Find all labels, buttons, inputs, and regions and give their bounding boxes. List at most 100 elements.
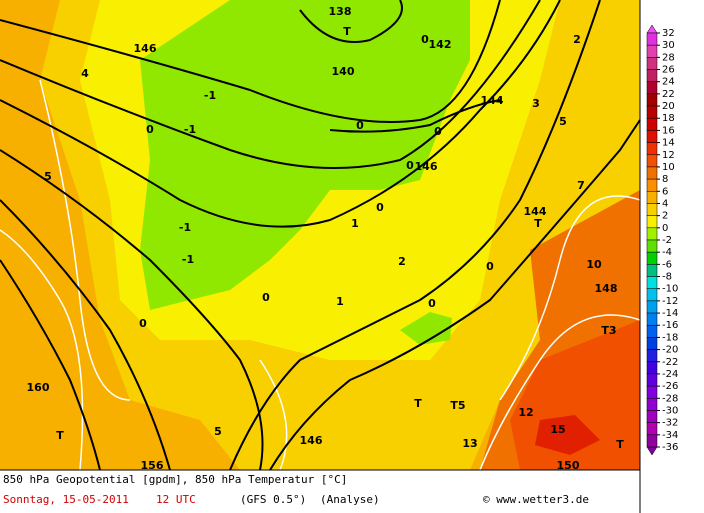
colorbar-label: 6 — [662, 186, 668, 197]
colorbar-box — [646, 191, 658, 204]
colorbar-box — [646, 117, 658, 131]
footer-model: (GFS 0.5°) — [240, 493, 306, 506]
contour-label: 15 — [550, 423, 565, 436]
colorbar-box — [646, 385, 658, 399]
colorbar-label: 32 — [662, 28, 675, 39]
colorbar-label: -32 — [662, 418, 678, 429]
colorbar-label: 10 — [662, 162, 675, 173]
contour-label: 0 — [434, 125, 442, 138]
colorbar-label: 12 — [662, 150, 675, 161]
colorbar-box — [646, 227, 658, 241]
colorbar-box — [646, 276, 658, 289]
contour-label: 160 — [27, 381, 50, 394]
colorbar-box — [646, 373, 658, 387]
contour-label: 1 — [336, 295, 344, 308]
colorbar-label: -20 — [662, 345, 678, 356]
colorbar-label: -30 — [662, 405, 678, 416]
contour-label: 3 — [532, 97, 540, 110]
colorbar-label: 30 — [662, 40, 675, 51]
contour-label: 0 — [376, 201, 384, 214]
contour-label: 2 — [573, 33, 581, 46]
colorbar-label: 20 — [662, 101, 675, 112]
colorbar-box — [646, 288, 658, 302]
contour-label: 12 — [518, 406, 533, 419]
contour-label: 5 — [44, 170, 52, 183]
contour-label: 2 — [398, 255, 406, 268]
colorbar-label: -26 — [662, 381, 678, 392]
colorbar-box — [646, 81, 658, 95]
colorbar-label: -28 — [662, 393, 678, 404]
footer-date: Sonntag, 15-05-2011 — [3, 493, 129, 506]
colorbar-box — [646, 422, 658, 436]
geopotential-contours — [0, 0, 641, 471]
contour-label: 156 — [141, 459, 164, 472]
colorbar-box — [646, 349, 658, 363]
colorbar-label: -6 — [662, 259, 672, 270]
contour-label: -1 — [204, 89, 216, 102]
colorbar-box — [646, 251, 658, 265]
contour-label: T5 — [450, 399, 465, 412]
contour-label: 5 — [559, 115, 567, 128]
colorbar-box — [646, 142, 658, 156]
colorbar-label: 24 — [662, 77, 675, 88]
contour-label: 0 — [428, 297, 436, 310]
contour-label: 144 — [481, 94, 504, 107]
colorbar-label: -2 — [662, 235, 672, 246]
colorbar-box — [646, 264, 658, 277]
colorbar-label: 16 — [662, 125, 675, 136]
contour-label: 142 — [429, 38, 452, 51]
colorbar: 32302826242220181614121086420-2-4-6-8-10… — [646, 24, 678, 456]
contour-label: 0 — [406, 159, 414, 172]
colorbar-box — [646, 203, 658, 216]
colorbar-label: -4 — [662, 247, 672, 258]
map — [0, 0, 641, 471]
contour-label: 0 — [139, 317, 147, 330]
colorbar-box — [646, 398, 658, 411]
colorbar-box — [646, 361, 658, 375]
footer-run: (Analyse) — [320, 493, 380, 506]
colorbar-label: -34 — [662, 430, 678, 441]
temp-field — [140, 0, 470, 310]
contour-label: 146 — [415, 160, 438, 173]
temp-field — [400, 312, 452, 345]
contour-label: T — [616, 438, 624, 451]
colorbar-box — [646, 57, 658, 70]
colorbar-box — [646, 434, 658, 448]
contour-label: 146 — [134, 42, 157, 55]
colorbar-label: -8 — [662, 272, 672, 283]
contour-label: 144 — [524, 205, 547, 218]
colorbar-label: 4 — [662, 198, 668, 209]
colorbar-label: 14 — [662, 138, 675, 149]
contour-label: 13 — [462, 437, 477, 450]
colorbar-label: -36 — [662, 442, 678, 453]
colorbar-box — [646, 178, 658, 192]
contour-label: 0 — [421, 33, 429, 46]
colorbar-label: 8 — [662, 174, 668, 185]
colorbar-label: -18 — [662, 332, 678, 343]
colorbar-box — [646, 93, 658, 107]
colorbar-label: -12 — [662, 296, 678, 307]
contour-label: 138 — [329, 5, 352, 18]
contour-label: T — [534, 217, 542, 230]
contour-label: 4 — [81, 67, 89, 80]
contour-label: 5 — [214, 425, 222, 438]
contour-label: 150 — [557, 459, 580, 472]
colorbar-box — [646, 69, 658, 82]
contour-label: 0 — [146, 123, 154, 136]
contour-label: 0 — [262, 291, 270, 304]
colorbar-box — [646, 410, 658, 423]
contour-label: T3 — [601, 324, 616, 337]
colorbar-box — [646, 300, 658, 314]
contour-label: 140 — [332, 65, 355, 78]
contour-label: 0 — [356, 119, 364, 132]
colorbar-label: 0 — [662, 223, 668, 234]
contour-label: 1 — [351, 217, 359, 230]
contour-label: 7 — [577, 179, 585, 192]
contour-label: 10 — [586, 258, 602, 271]
colorbar-label: 18 — [662, 113, 675, 124]
colorbar-label: 28 — [662, 52, 675, 63]
colorbar-box — [646, 312, 658, 326]
colorbar-box — [646, 239, 658, 253]
